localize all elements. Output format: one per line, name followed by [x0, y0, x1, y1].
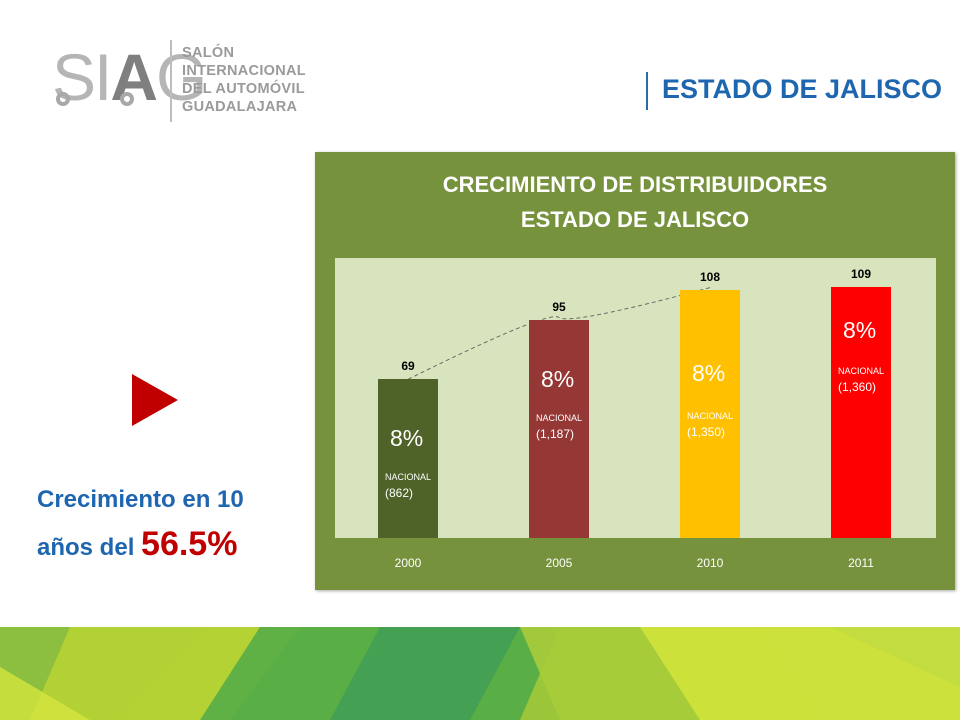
- header-divider: [646, 72, 648, 110]
- footer-decoration: [0, 627, 960, 720]
- bar-2000: [378, 379, 438, 538]
- growth-line-1: Crecimiento en 10: [37, 486, 244, 513]
- growth-prefix: años del: [37, 534, 135, 561]
- national-label: NACIONAL: [385, 472, 432, 483]
- bar-value-label: 109: [850, 267, 872, 282]
- page-title: ESTADO DE JALISCO: [662, 74, 943, 104]
- national-label: NACIONAL: [536, 412, 583, 423]
- national-total: (1,350): [687, 424, 726, 439]
- bar-value-label: 95: [552, 299, 566, 314]
- bar-2005: [529, 319, 589, 538]
- x-tick-label: 2011: [848, 556, 874, 570]
- logo-line-2: INTERNACIONAL: [182, 63, 306, 79]
- play-arrow-icon: [132, 374, 178, 426]
- bar-value-label: 108: [699, 269, 721, 284]
- national-share-pct: 8%: [541, 365, 575, 392]
- growth-summary: Crecimiento en 10 años del 56.5%: [37, 478, 244, 570]
- logo-divider: [170, 40, 172, 122]
- national-label: NACIONAL: [687, 410, 734, 421]
- bar-2011: [831, 287, 891, 538]
- trendline: [407, 287, 711, 380]
- national-share-pct: 8%: [692, 359, 726, 386]
- x-tick-label: 2010: [696, 556, 724, 570]
- logo-line-4: GUADALAJARA: [182, 99, 298, 115]
- logo-letter-a: A: [110, 40, 158, 114]
- trendline-path: [407, 287, 711, 380]
- x-tick-label: 2000: [394, 556, 422, 570]
- plot-area: 69 8% NACIONAL (862) 95 8% NACIONAL (1,187) 108 8…: [335, 258, 936, 538]
- national-label: NACIONAL: [838, 366, 885, 377]
- distributor-growth-chart: CRECIMIENTO DE DISTRIBUIDORES ESTADO DE …: [315, 152, 955, 590]
- chart-subtitle: ESTADO DE JALISCO: [520, 207, 750, 232]
- national-share-pct: 8%: [390, 425, 424, 452]
- national-share-pct: 8%: [843, 317, 877, 344]
- logo-letter-g: G: [156, 40, 207, 114]
- national-total: (862): [385, 486, 414, 501]
- bar-value-label: 69: [401, 359, 415, 374]
- logo-wordmark: SIAG: [52, 44, 207, 110]
- bar-2010: [680, 289, 740, 538]
- logo-subtitle: SALÓN INTERNACIONAL DEL AUTOMÓVIL GUADAL…: [182, 44, 306, 116]
- growth-line-2: años del 56.5%: [37, 522, 244, 570]
- chart-title: CRECIMIENTO DE DISTRIBUIDORES: [442, 172, 828, 197]
- national-total: (1,187): [536, 426, 575, 441]
- logo-line-1: SALÓN: [182, 45, 235, 61]
- national-total: (1,360): [838, 380, 877, 395]
- growth-percentage: 56.5%: [141, 525, 238, 563]
- logo-line-3: DEL AUTOMÓVIL: [182, 81, 305, 97]
- x-tick-label: 2005: [545, 556, 573, 570]
